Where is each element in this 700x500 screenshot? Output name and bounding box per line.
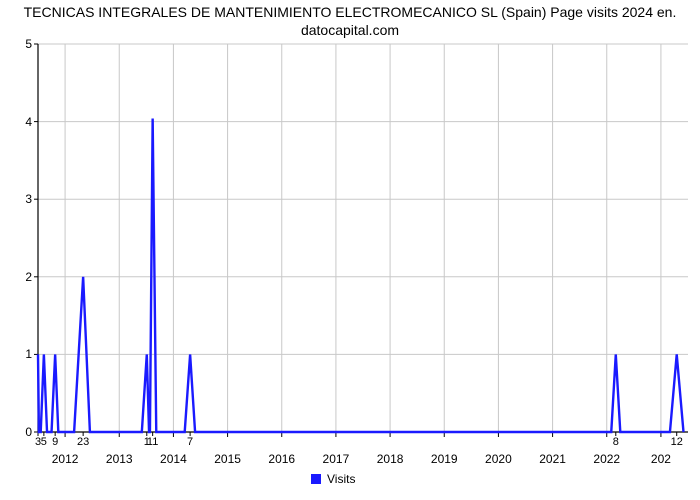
y-tick-label: 5	[8, 37, 32, 51]
y-tick-label: 2	[8, 270, 32, 284]
y-tick-label: 3	[8, 192, 32, 206]
title-line-2: datocapital.com	[301, 22, 399, 38]
x-tick-year-label: 2017	[323, 452, 350, 466]
x-tick-year-label: 2018	[377, 452, 404, 466]
y-tick-label: 4	[8, 115, 32, 129]
chart-title: TECNICAS INTEGRALES DE MANTENIMIENTO ELE…	[0, 4, 700, 39]
legend: Visits	[311, 472, 355, 486]
x-tick-year-label: 2022	[593, 452, 620, 466]
x-tick-minor-label: 5	[41, 436, 47, 448]
x-tick-minor-label: 7	[187, 436, 193, 448]
x-tick-year-label: 2020	[485, 452, 512, 466]
x-tick-year-label: 2019	[431, 452, 458, 466]
title-line-1: TECNICAS INTEGRALES DE MANTENIMIENTO ELE…	[24, 4, 677, 20]
y-tick-label: 1	[8, 347, 32, 361]
x-tick-minor-label: 12	[671, 436, 683, 448]
y-tick-label: 0	[8, 425, 32, 439]
x-tick-year-label: 2021	[539, 452, 566, 466]
x-tick-year-label: 2013	[106, 452, 133, 466]
x-tick-year-label: 2012	[52, 452, 79, 466]
legend-swatch	[311, 474, 321, 484]
x-tick-minor-label: 8	[613, 436, 619, 448]
x-tick-minor-label: 23	[77, 436, 89, 448]
visits-chart	[38, 44, 688, 432]
x-tick-year-label: 2014	[160, 452, 187, 466]
x-tick-year-label: 2016	[268, 452, 295, 466]
x-tick-year-label: 202	[651, 452, 671, 466]
x-tick-minor-label: 11	[147, 436, 158, 448]
x-tick-year-label: 2015	[214, 452, 241, 466]
legend-label: Visits	[327, 472, 355, 486]
x-tick-minor-label: 9	[52, 436, 58, 448]
